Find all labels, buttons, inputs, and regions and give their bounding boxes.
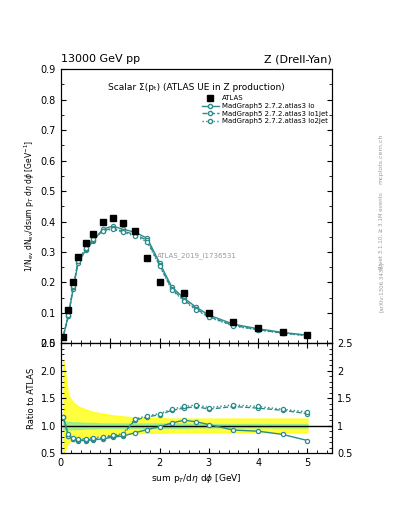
- Text: Scalar Σ(pₜ) (ATLAS UE in Z production): Scalar Σ(pₜ) (ATLAS UE in Z production): [108, 83, 285, 92]
- Legend: ATLAS, MadGraph5 2.7.2.atlas3 lo, MadGraph5 2.7.2.atlas3 lo1jet, MadGraph5 2.7.2: ATLAS, MadGraph5 2.7.2.atlas3 lo, MadGra…: [199, 93, 331, 127]
- Text: Z (Drell-Yan): Z (Drell-Yan): [264, 54, 332, 64]
- Text: 13000 GeV pp: 13000 GeV pp: [61, 54, 140, 64]
- Text: ATLAS_2019_I1736531: ATLAS_2019_I1736531: [156, 252, 237, 259]
- Text: Rivet 3.1.10, ≥ 3.1M events: Rivet 3.1.10, ≥ 3.1M events: [379, 192, 384, 269]
- Text: [arXiv:1306.3436]: [arXiv:1306.3436]: [379, 262, 384, 312]
- Y-axis label: Ratio to ATLAS: Ratio to ATLAS: [28, 368, 37, 429]
- X-axis label: sum p$_T$/d$\eta$ d$\phi$ [GeV]: sum p$_T$/d$\eta$ d$\phi$ [GeV]: [151, 472, 242, 485]
- Text: mcplots.cern.ch: mcplots.cern.ch: [379, 134, 384, 184]
- Y-axis label: 1/N$_{\rm ev}$ dN$_{\rm ev}$/dsum p$_T$ d$\eta$ d$\phi$ [GeV$^{-1}$]: 1/N$_{\rm ev}$ dN$_{\rm ev}$/dsum p$_T$ …: [22, 140, 37, 272]
